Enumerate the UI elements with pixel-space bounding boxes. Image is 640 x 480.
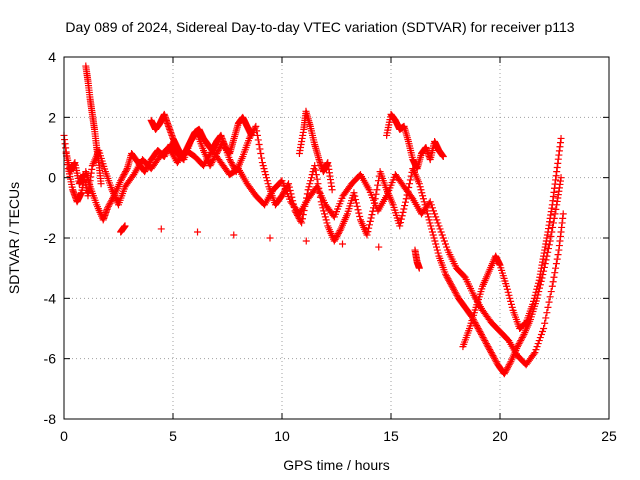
axis-tick-labels: 0 5 10 15 20 25 -8 -6 -4 -2 0 2 4 [44, 49, 617, 444]
series-track-d [147, 110, 255, 161]
y-tick-label: -4 [44, 290, 57, 306]
y-tick-label: -6 [44, 351, 57, 367]
y-tick-label: -2 [44, 230, 57, 246]
marker-path [295, 107, 336, 194]
chart-title: Day 089 of 2024, Sidereal Day-to-day VTE… [65, 19, 575, 35]
x-tick-label: 15 [383, 428, 399, 444]
y-tick-label: 2 [48, 109, 56, 125]
y-tick-label: -8 [44, 411, 57, 427]
axis-ticks [63, 56, 610, 420]
marker-path [383, 110, 447, 173]
marker-path [117, 222, 423, 272]
series-track-h [117, 222, 423, 272]
y-tick-label: 4 [48, 49, 56, 65]
marker-path [60, 122, 565, 378]
marker-path [459, 134, 565, 351]
series-track-c [82, 62, 105, 188]
marker-path [147, 110, 255, 161]
y-tick-label: 0 [48, 170, 56, 186]
series-track-f [383, 110, 447, 173]
data-markers [60, 62, 567, 378]
x-tick-label: 10 [274, 428, 290, 444]
x-tick-label: 0 [60, 428, 68, 444]
series-track-g [459, 134, 565, 351]
marker-path [82, 62, 105, 188]
x-tick-label: 5 [169, 428, 177, 444]
x-tick-label: 20 [492, 428, 508, 444]
series-track-e [295, 107, 336, 194]
x-axis-label: GPS time / hours [283, 457, 390, 473]
series-track-a [60, 122, 565, 378]
x-tick-label: 25 [601, 428, 617, 444]
